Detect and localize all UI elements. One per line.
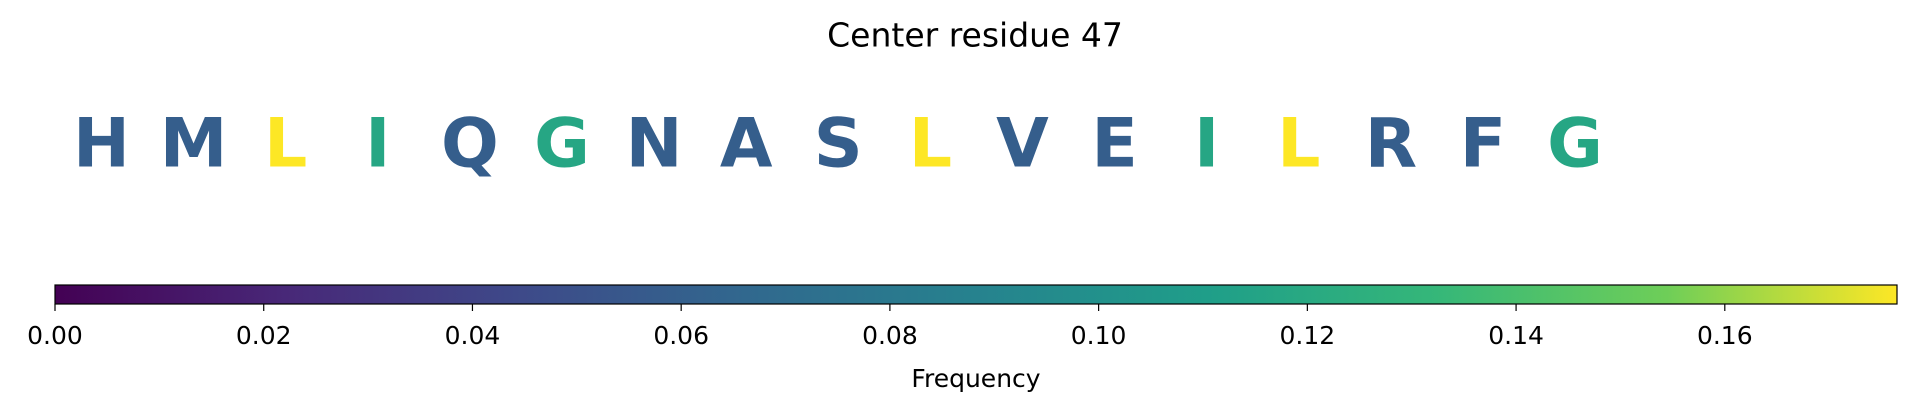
residue-letter: Q <box>441 105 499 184</box>
residue-letter: F <box>1460 105 1506 184</box>
tick-label: 0.04 <box>445 321 501 350</box>
tick-label: 0.14 <box>1488 321 1544 350</box>
residue-letter: G <box>534 105 590 184</box>
tick-label: 0.02 <box>236 321 292 350</box>
residue-letter: R <box>1365 105 1417 184</box>
colorbar <box>54 284 1898 305</box>
tick-label: 0.00 <box>27 321 83 350</box>
residue-letter: V <box>996 105 1049 184</box>
tick-label: 0.08 <box>862 321 918 350</box>
residue-letter: H <box>73 105 130 184</box>
chart-title: Center residue 47 <box>827 16 1123 55</box>
residue-letter: L <box>264 105 307 184</box>
residue-letter: A <box>720 105 773 184</box>
tick-label: 0.06 <box>653 321 709 350</box>
residue-letter: I <box>365 105 390 184</box>
tick-label: 0.10 <box>1071 321 1127 350</box>
residue-letter: N <box>626 105 683 184</box>
residue-letter: L <box>909 105 952 184</box>
residue-letter: M <box>160 105 228 184</box>
residue-letter: S <box>814 105 863 184</box>
residue-letter: E <box>1091 105 1137 184</box>
residue-letter: L <box>1277 105 1320 184</box>
tick-label: 0.16 <box>1697 321 1753 350</box>
residue-letter: G <box>1547 105 1603 184</box>
colorbar-label: Frequency <box>911 364 1040 393</box>
tick-label: 0.12 <box>1280 321 1336 350</box>
residue-letter: I <box>1194 105 1219 184</box>
